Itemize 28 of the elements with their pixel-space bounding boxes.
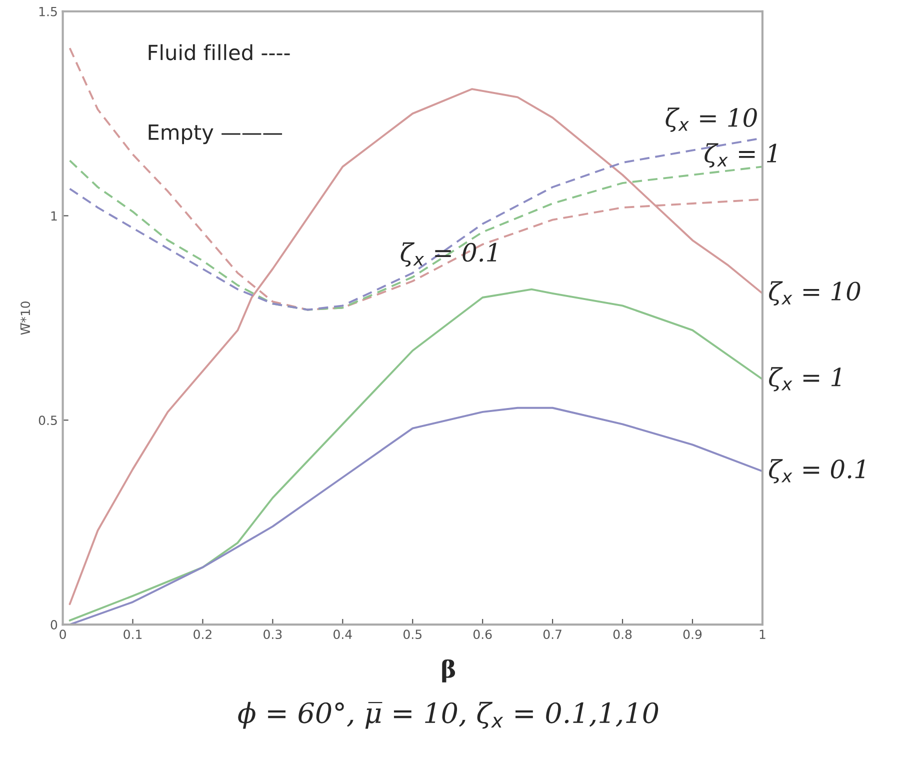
x-tick-label: 0.3 [264,630,282,640]
text: ϕ = 60°, μ̅ = 10, ζ$_{x}$ = 0.1,1,10 [238,702,658,729]
annotation: ζ$_{x}$ = 1 [769,367,841,392]
annotation: ζ$_{x}$ = 0.1 [769,459,865,484]
annotation: Fluid filled ---- [148,44,290,60]
y-axis-title: W̅*10 [20,302,30,335]
annotation: ζ$_{x}$ = 10 [769,281,860,306]
x-tick-label: 0.9 [683,630,702,640]
annotation: Empty ——— [148,124,282,144]
line-series [68,406,762,625]
y-tick-label: 1.5 [39,6,57,16]
x-tick-label: 0.8 [613,630,632,640]
annotation: ζ$_{x}$ = 10 [666,108,757,132]
annotation: ζ$_{x}$ = 0.1 [400,242,496,267]
x-tick-label: 0 [60,630,66,640]
x-tick-label: 0.6 [473,630,492,640]
x-tick-label: 1 [760,630,766,639]
x-tick-label: 0.5 [404,630,422,640]
x-tick-label: 0.2 [194,630,212,640]
y-tick-label: 0 [50,620,58,630]
annotation: ζ$_{x}$ = 1 [704,143,776,168]
x-tick-label: 0.7 [543,630,562,640]
x-tick-label: 0.4 [334,630,352,640]
line-series [68,288,762,622]
x-axis-title: β [442,659,456,682]
y-tick-label: 0.5 [38,416,57,426]
y-tick-label: 1 [51,211,57,220]
x-tick-label: 0.1 [124,630,142,640]
